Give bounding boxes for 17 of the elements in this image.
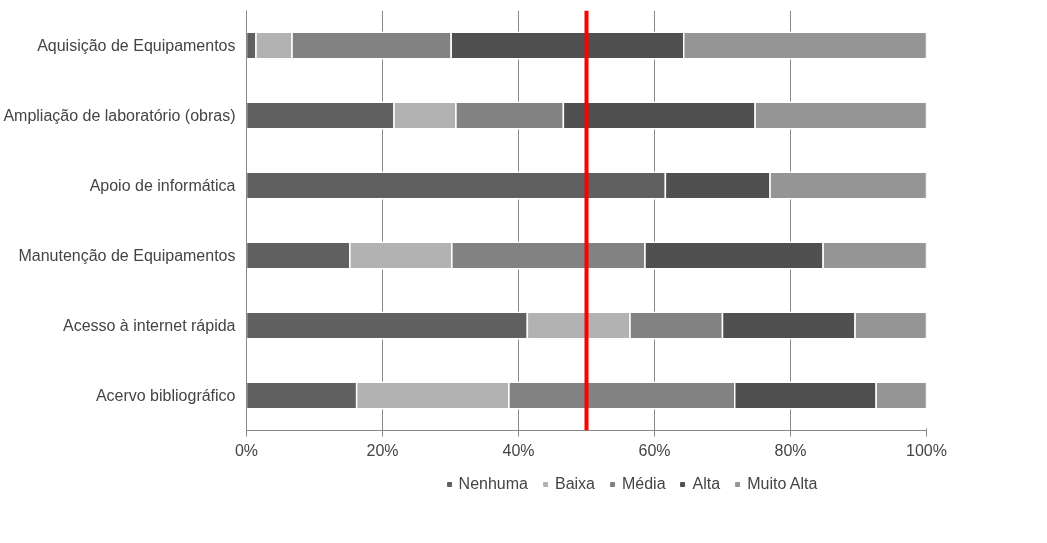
x-tick-label: 80% [774,441,807,459]
legend-label: Nenhuma [458,474,528,493]
legend-label: Baixa [554,474,595,493]
legend-label: Alta [692,474,721,493]
legend-label: Média [621,474,666,493]
x-tick-label: 0% [234,441,259,459]
y-tick-label: Ampliação de laboratório (obras) [3,107,236,124]
y-tick-label: Acervo bibliográfico [95,387,236,404]
x-tick-label: 40% [502,441,535,459]
y-tick-label: Aquisição de Equipamentos [37,37,236,54]
x-tick-label: 100% [906,441,947,459]
y-tick-label: Apoio de informática [89,177,236,194]
y-tick-label: Acesso à internet rápida [62,317,236,334]
x-tick-label: 60% [638,441,671,459]
legend-label: Muito Alta [747,474,818,493]
x-tick-label: 20% [366,441,399,459]
y-tick-label: Manutenção de Equipamentos [18,247,236,264]
